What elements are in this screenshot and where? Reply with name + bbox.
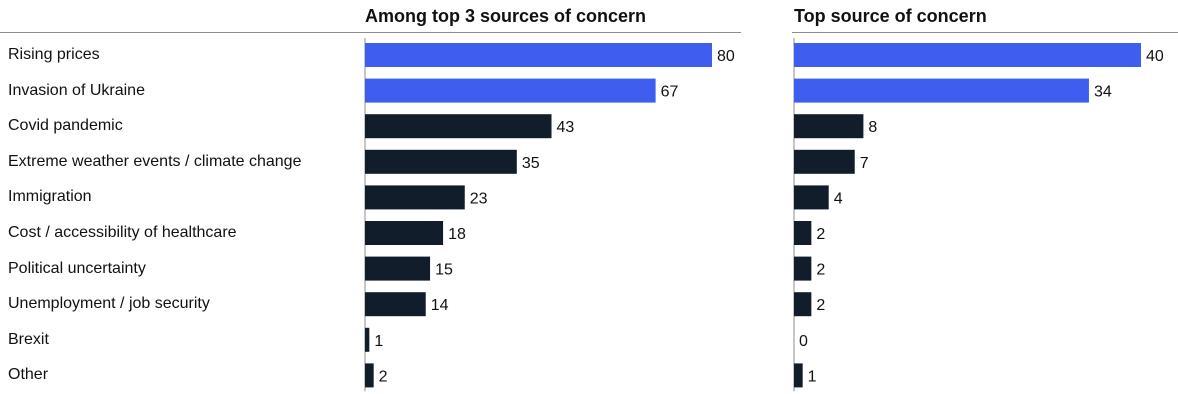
data-label: 40 — [1146, 48, 1164, 65]
category-label: Immigration — [8, 188, 92, 206]
bar — [365, 43, 712, 67]
category-label: Extreme weather events / climate change — [8, 152, 302, 170]
bar — [365, 114, 552, 139]
panel-title-top-source: Top source of concern — [794, 6, 987, 26]
bar — [794, 221, 812, 245]
category-label: Cost / accessibility of healthcare — [8, 224, 237, 241]
data-label: 43 — [557, 119, 575, 136]
data-label: 1 — [808, 368, 817, 385]
data-label: 7 — [860, 155, 869, 172]
bar — [365, 78, 656, 103]
category-label: Invasion of Ukraine — [8, 81, 145, 99]
header-rule-right — [792, 32, 1178, 33]
data-label: 0 — [799, 333, 808, 350]
data-label: 18 — [448, 226, 466, 243]
category-label: Other — [8, 366, 49, 384]
data-label: 14 — [431, 297, 449, 314]
bar — [794, 256, 812, 281]
data-label: 2 — [816, 297, 825, 314]
header-rule-left — [0, 32, 741, 33]
data-label: 2 — [816, 262, 825, 279]
data-label: 15 — [435, 262, 453, 279]
category-label: Rising prices — [8, 46, 100, 63]
data-label: 4 — [834, 190, 843, 207]
bar — [794, 78, 1089, 103]
panel-title-top3: Among top 3 sources of concern — [365, 6, 647, 26]
bar — [365, 292, 426, 317]
bar — [794, 114, 864, 139]
bar — [794, 363, 803, 388]
bar — [365, 185, 465, 210]
bar — [794, 43, 1141, 67]
data-label: 34 — [1094, 84, 1112, 101]
bar — [365, 149, 517, 174]
bar — [794, 149, 855, 174]
category-label: Political uncertainty — [8, 259, 146, 277]
data-label: 23 — [470, 190, 488, 207]
bar — [365, 221, 444, 245]
data-label: 2 — [379, 368, 388, 385]
data-label: 35 — [522, 155, 540, 172]
bar — [365, 363, 374, 388]
bar — [365, 256, 431, 281]
bar — [794, 292, 812, 317]
data-label: 67 — [661, 84, 679, 101]
category-label: Brexit — [8, 330, 49, 348]
bar — [365, 327, 370, 352]
data-label: 2 — [816, 226, 825, 243]
category-label: Covid pandemic — [8, 117, 123, 135]
bar — [794, 185, 829, 210]
data-label: 1 — [374, 333, 383, 350]
data-label: 80 — [717, 48, 735, 65]
data-label: 8 — [868, 119, 877, 136]
category-label: Unemployment / job security — [8, 295, 210, 313]
